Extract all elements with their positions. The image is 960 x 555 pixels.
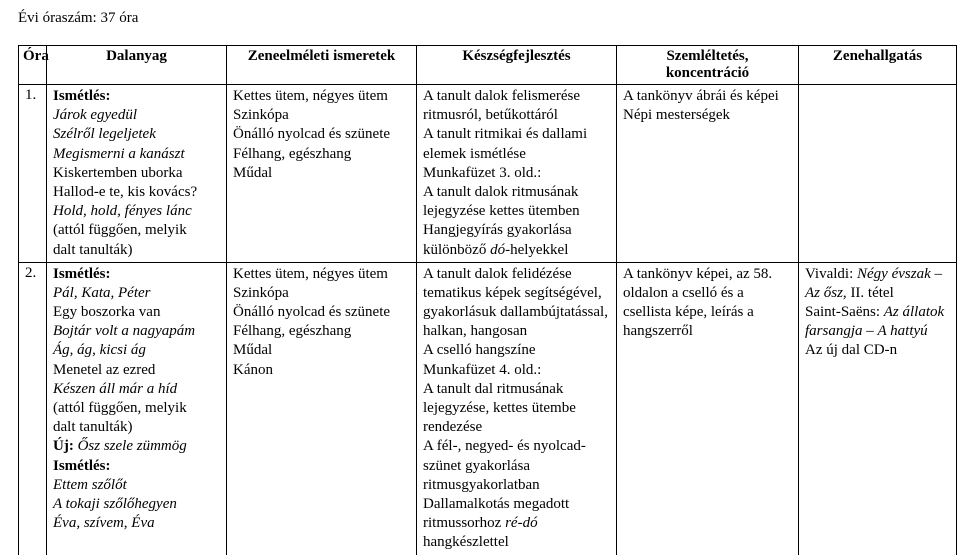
header-szemleltetes: Szemléltetés, koncentráció — [617, 46, 799, 85]
cell-line: (attól függően, melyik — [53, 399, 220, 418]
cell-line: farsangja – A hattyú — [805, 322, 950, 341]
cell-line: lejegyzése, kettes ütembe — [423, 399, 610, 418]
cell-line: ritmusról, betűkottáról — [423, 106, 610, 125]
cell-line: Munkafüzet 3. old.: — [423, 164, 610, 183]
cell-line: Ismétlés: — [53, 457, 220, 476]
cell-line: Kánon — [233, 361, 410, 380]
table-row: 2.Ismétlés:Pál, Kata, PéterEgy boszorka … — [19, 262, 957, 554]
cell-zenehallgatas — [799, 85, 957, 263]
cell-line: A cselló hangszíne — [423, 341, 610, 360]
cell-line: Szélről legeljetek — [53, 125, 220, 144]
cell-line: Önálló nyolcad és szünete — [233, 125, 410, 144]
cell-line: Ág, ág, kicsi ág — [53, 341, 220, 360]
cell-line: (attól függően, melyik — [53, 221, 220, 240]
cell-line: Pál, Kata, Péter — [53, 284, 220, 303]
header-row: Óra Dalanyag Zeneelméleti ismeretek Kész… — [19, 46, 957, 85]
cell-line: Hallod-e te, kis kovács? — [53, 183, 220, 202]
cell-line: különböző dó-helyekkel — [423, 241, 610, 260]
cell-line: A tanult dalok ritmusának — [423, 183, 610, 202]
cell-line: Kettes ütem, négyes ütem — [233, 265, 410, 284]
table-row: 1.Ismétlés:Járok egyedülSzélről legeljet… — [19, 85, 957, 263]
cell-line: Ismétlés: — [53, 265, 220, 284]
cell-zeneelmelet: Kettes ütem, négyes ütemSzinkópaÖnálló n… — [227, 262, 417, 554]
header-keszseg: Készségfejlesztés — [417, 46, 617, 85]
cell-line: Vivaldi: Négy évszak – — [805, 265, 950, 284]
cell-line: Egy boszorka van — [53, 303, 220, 322]
cell-line: Az új dal CD-n — [805, 341, 950, 360]
cell-zeneelmelet: Kettes ütem, négyes ütemSzinkópaÖnálló n… — [227, 85, 417, 263]
cell-line: ritmusgyakorlatban — [423, 476, 610, 495]
cell-line: Félhang, egészhang — [233, 322, 410, 341]
header-ora: Óra — [19, 46, 47, 85]
cell-line: Szinkópa — [233, 106, 410, 125]
cell-line: Műdal — [233, 164, 410, 183]
cell-line: A tanult ritmikai és dallami — [423, 125, 610, 144]
cell-num: 1. — [19, 85, 47, 263]
cell-line: dalt tanulták) — [53, 418, 220, 437]
cell-line: tematikus képek segítségével, — [423, 284, 610, 303]
cell-line: Menetel az ezred — [53, 361, 220, 380]
cell-line: Az ősz, II. tétel — [805, 284, 950, 303]
cell-dalanyag: Ismétlés:Pál, Kata, PéterEgy boszorka va… — [47, 262, 227, 554]
cell-line: Éva, szívem, Éva — [53, 514, 220, 533]
header-dalanyag: Dalanyag — [47, 46, 227, 85]
cell-line: Szinkópa — [233, 284, 410, 303]
cell-line: Hangjegyírás gyakorlása — [423, 221, 610, 240]
cell-keszseg: A tanult dalok felidézésetematikus képek… — [417, 262, 617, 554]
cell-line: Hold, hold, fényes lánc — [53, 202, 220, 221]
cell-line: Bojtár volt a nagyapám — [53, 322, 220, 341]
cell-line: Önálló nyolcad és szünete — [233, 303, 410, 322]
cell-line: Megismerni a kanászt — [53, 145, 220, 164]
cell-line: A fél-, negyed- és nyolcad- — [423, 437, 610, 456]
curriculum-table: Óra Dalanyag Zeneelméleti ismeretek Kész… — [18, 45, 957, 555]
cell-szemleltetes: A tankönyv ábrái és képeiNépi mestersége… — [617, 85, 799, 263]
cell-line: Új: Ősz szele zümmög — [53, 437, 220, 456]
cell-line: A tanult dalok felidézése — [423, 265, 610, 284]
cell-line: Készen áll már a híd — [53, 380, 220, 399]
cell-zenehallgatas: Vivaldi: Négy évszak –Az ősz, II. tételS… — [799, 262, 957, 554]
cell-line: hangkészlettel — [423, 533, 610, 552]
cell-keszseg: A tanult dalok felismeréseritmusról, bet… — [417, 85, 617, 263]
cell-line: halkan, hangosan — [423, 322, 610, 341]
cell-line: Ettem szőlőt — [53, 476, 220, 495]
cell-line: elemek ismétlése — [423, 145, 610, 164]
cell-line: Dallamalkotás megadott — [423, 495, 610, 514]
cell-line: A tankönyv képei, az 58. — [623, 265, 792, 284]
cell-line: Járok egyedül — [53, 106, 220, 125]
cell-line: A tankönyv ábrái és képei — [623, 87, 792, 106]
cell-line: Népi mesterségek — [623, 106, 792, 125]
cell-line: dalt tanulták) — [53, 241, 220, 260]
cell-line: Munkafüzet 4. old.: — [423, 361, 610, 380]
cell-line: Műdal — [233, 341, 410, 360]
cell-line: Saint-Saëns: Az állatok — [805, 303, 950, 322]
cell-line: csellista képe, leírás a — [623, 303, 792, 322]
cell-line: ritmussorhoz ré-dó — [423, 514, 610, 533]
cell-num: 2. — [19, 262, 47, 554]
cell-line: Kettes ütem, négyes ütem — [233, 87, 410, 106]
cell-line: A tokaji szőlőhegyen — [53, 495, 220, 514]
cell-line: oldalon a cselló és a — [623, 284, 792, 303]
cell-line: rendezése — [423, 418, 610, 437]
cell-line: Ismétlés: — [53, 87, 220, 106]
cell-line: Félhang, egészhang — [233, 145, 410, 164]
cell-dalanyag: Ismétlés:Járok egyedülSzélről legeljetek… — [47, 85, 227, 263]
annual-hours: Évi óraszám: 37 óra — [18, 10, 942, 27]
header-zeneelmelet: Zeneelméleti ismeretek — [227, 46, 417, 85]
cell-szemleltetes: A tankönyv képei, az 58.oldalon a cselló… — [617, 262, 799, 554]
cell-line: hangszerről — [623, 322, 792, 341]
cell-line: A tanult dal ritmusának — [423, 380, 610, 399]
cell-line: gyakorlásuk dallambújtatással, — [423, 303, 610, 322]
cell-line: szünet gyakorlása — [423, 457, 610, 476]
header-zenehallgatas: Zenehallgatás — [799, 46, 957, 85]
cell-line: lejegyzése kettes ütemben — [423, 202, 610, 221]
cell-line: Kiskertemben uborka — [53, 164, 220, 183]
cell-line: A tanult dalok felismerése — [423, 87, 610, 106]
